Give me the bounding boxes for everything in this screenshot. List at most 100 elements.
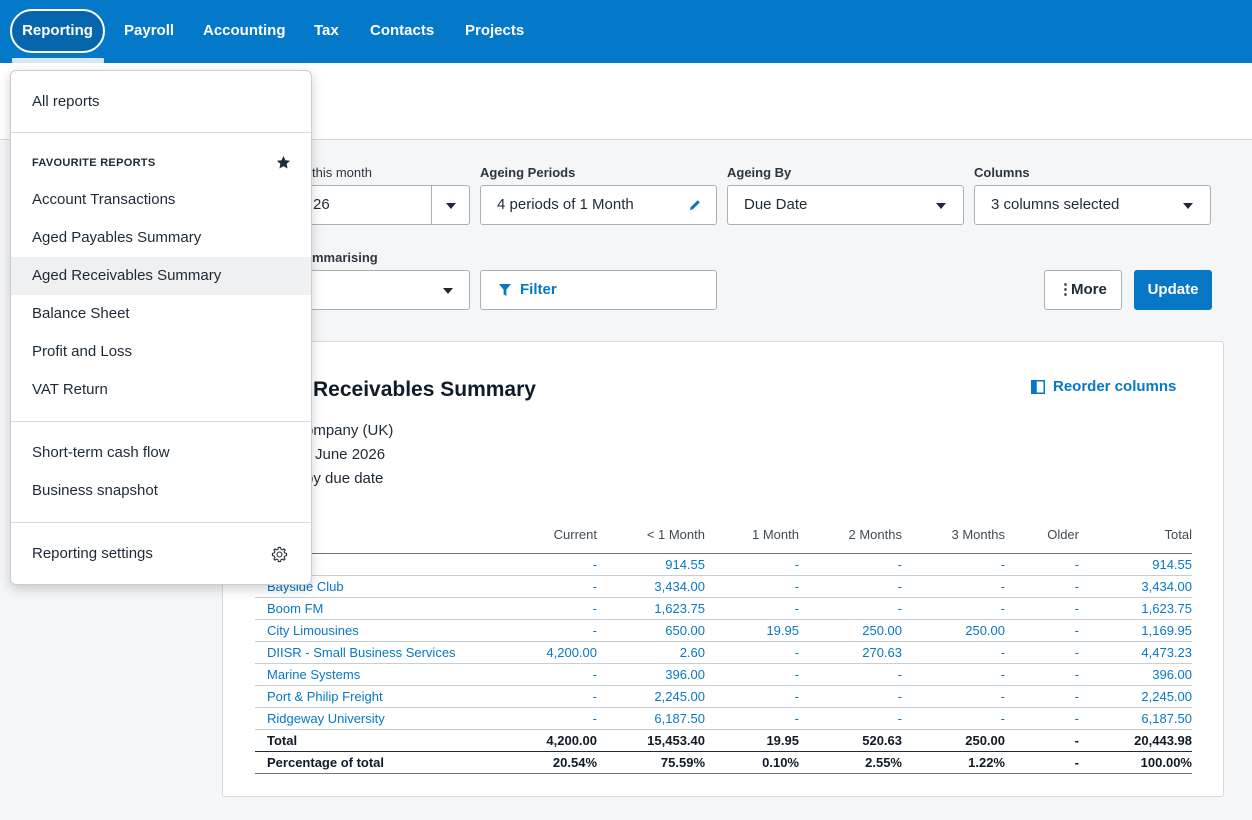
cell-value[interactable]: 250.00 (799, 619, 902, 642)
cell-value[interactable]: - (902, 707, 1005, 730)
cell-value[interactable]: 1,623.75 (1079, 597, 1192, 620)
update-button[interactable]: Update (1134, 270, 1212, 310)
cell-value[interactable]: - (485, 553, 597, 576)
menu-item-vat-return[interactable]: VAT Return (32, 381, 108, 398)
contact-name-link[interactable]: Ridgeway University (255, 707, 485, 730)
contact-name-link[interactable]: Port & Philip Freight (255, 685, 485, 708)
cell-value[interactable]: 650.00 (597, 619, 705, 642)
nav-accounting[interactable]: Accounting (203, 22, 286, 39)
cell-value[interactable]: 6,187.50 (597, 707, 705, 730)
cell-value[interactable]: - (902, 575, 1005, 598)
menu-item-business-snapshot[interactable]: Business snapshot (32, 482, 158, 499)
cell-value[interactable]: - (485, 619, 597, 642)
cell-value[interactable]: 270.63 (799, 641, 902, 664)
cell-value[interactable]: 19.95 (705, 619, 799, 642)
cell-value[interactable]: - (705, 553, 799, 576)
total-label: Total (255, 728, 485, 752)
column-header[interactable]: 3 Months (902, 517, 1005, 554)
contact-name-link[interactable]: Boom FM (255, 597, 485, 620)
columns-select[interactable]: 3 columns selected (974, 185, 1211, 225)
cell-value[interactable]: - (485, 597, 597, 620)
cell-value[interactable]: - (705, 707, 799, 730)
cell-value[interactable]: - (1005, 685, 1079, 708)
cell-value[interactable]: - (1005, 553, 1079, 576)
ageing-periods-field[interactable]: 4 periods of 1 Month (480, 185, 717, 225)
cell-value[interactable]: - (902, 597, 1005, 620)
column-header[interactable]: Older (1005, 517, 1079, 554)
cell-value[interactable]: - (799, 575, 902, 598)
cell-value[interactable]: 3,434.00 (1079, 575, 1192, 598)
cell-value[interactable]: 3,434.00 (597, 575, 705, 598)
cell-value[interactable]: - (902, 685, 1005, 708)
cell-value[interactable]: 250.00 (902, 619, 1005, 642)
cell-value[interactable]: - (799, 597, 902, 620)
cell-value[interactable]: - (705, 685, 799, 708)
cell-value[interactable]: - (799, 663, 902, 686)
nav-projects[interactable]: Projects (465, 22, 525, 39)
menu-divider (11, 522, 311, 523)
nav-tax[interactable]: Tax (314, 22, 339, 39)
cell-value[interactable]: 396.00 (597, 663, 705, 686)
star-icon[interactable] (276, 155, 291, 170)
column-header[interactable]: Total (1079, 517, 1192, 554)
menu-item-all-reports[interactable]: All reports (32, 93, 100, 110)
date-select[interactable]: 26 (296, 185, 470, 225)
ageing-by-select[interactable]: Due Date (727, 185, 964, 225)
column-header[interactable]: < 1 Month (597, 517, 705, 554)
cell-value[interactable]: - (1005, 707, 1079, 730)
nav-contacts[interactable]: Contacts (370, 22, 435, 39)
cell-value[interactable]: - (902, 553, 1005, 576)
cell-value[interactable]: - (799, 553, 902, 576)
menu-item-aged-payables-summary[interactable]: Aged Payables Summary (32, 229, 202, 246)
menu-item-balance-sheet[interactable]: Balance Sheet (32, 305, 130, 322)
cell-value[interactable]: - (799, 685, 902, 708)
cell-value[interactable]: 6,187.50 (1079, 707, 1192, 730)
cell-value[interactable]: - (485, 663, 597, 686)
cell-value[interactable]: - (1005, 641, 1079, 664)
column-header[interactable]: 1 Month (705, 517, 799, 554)
cell-value[interactable]: 914.55 (1079, 553, 1192, 576)
column-header[interactable]: 2 Months (799, 517, 902, 554)
cell-value[interactable]: - (705, 597, 799, 620)
cell-value[interactable]: - (1005, 597, 1079, 620)
menu-item-short-term-cash-flow[interactable]: Short-term cash flow (32, 444, 170, 461)
more-button[interactable]: ⋮ More (1044, 270, 1122, 310)
cell-value[interactable]: - (485, 685, 597, 708)
column-header[interactable]: Current (485, 517, 597, 554)
cell-value[interactable]: - (799, 707, 902, 730)
cell-value[interactable]: - (1005, 663, 1079, 686)
nav-reporting[interactable]: Reporting (10, 9, 105, 53)
cell-value[interactable]: 2,245.00 (1079, 685, 1192, 708)
cell-value[interactable]: 2.60 (597, 641, 705, 664)
nav-payroll[interactable]: Payroll (124, 22, 175, 39)
contact-name-link[interactable]: City Limousines (255, 619, 485, 642)
cell-value[interactable]: 1,623.75 (597, 597, 705, 620)
menu-item-account-transactions[interactable]: Account Transactions (32, 191, 176, 208)
chevron-down-icon[interactable] (446, 203, 456, 209)
cell-value[interactable]: 4,473.23 (1079, 641, 1192, 664)
cell-value[interactable]: - (485, 575, 597, 598)
reorder-columns-button[interactable]: Reorder columns (1031, 378, 1176, 395)
columns-label: Columns (974, 165, 1030, 180)
cell-value[interactable]: 1,169.95 (1079, 619, 1192, 642)
cell-value[interactable]: - (705, 663, 799, 686)
cell-value[interactable]: 914.55 (597, 553, 705, 576)
menu-item-profit-and-loss[interactable]: Profit and Loss (32, 343, 133, 360)
cell-value[interactable]: - (1005, 575, 1079, 598)
cell-value[interactable]: - (902, 663, 1005, 686)
summarising-select[interactable] (296, 270, 470, 310)
cell-value[interactable]: 2,245.00 (597, 685, 705, 708)
contact-name-link[interactable]: Marine Systems (255, 663, 485, 686)
cell-value[interactable]: - (1005, 619, 1079, 642)
cell-value[interactable]: - (902, 641, 1005, 664)
menu-item-reporting-settings[interactable]: Reporting settings (11, 535, 311, 573)
filter-button[interactable]: Filter (480, 270, 717, 310)
cell-value[interactable]: - (705, 641, 799, 664)
contact-name-link[interactable]: DIISR - Small Business Services (255, 641, 485, 664)
menu-item-aged-receivables-summary[interactable]: Aged Receivables Summary (11, 257, 311, 295)
cell-value[interactable]: - (485, 707, 597, 730)
cell-value[interactable]: - (705, 575, 799, 598)
cell-value[interactable]: 4,200.00 (485, 641, 597, 664)
pencil-icon[interactable] (688, 198, 702, 212)
cell-value[interactable]: 396.00 (1079, 663, 1192, 686)
